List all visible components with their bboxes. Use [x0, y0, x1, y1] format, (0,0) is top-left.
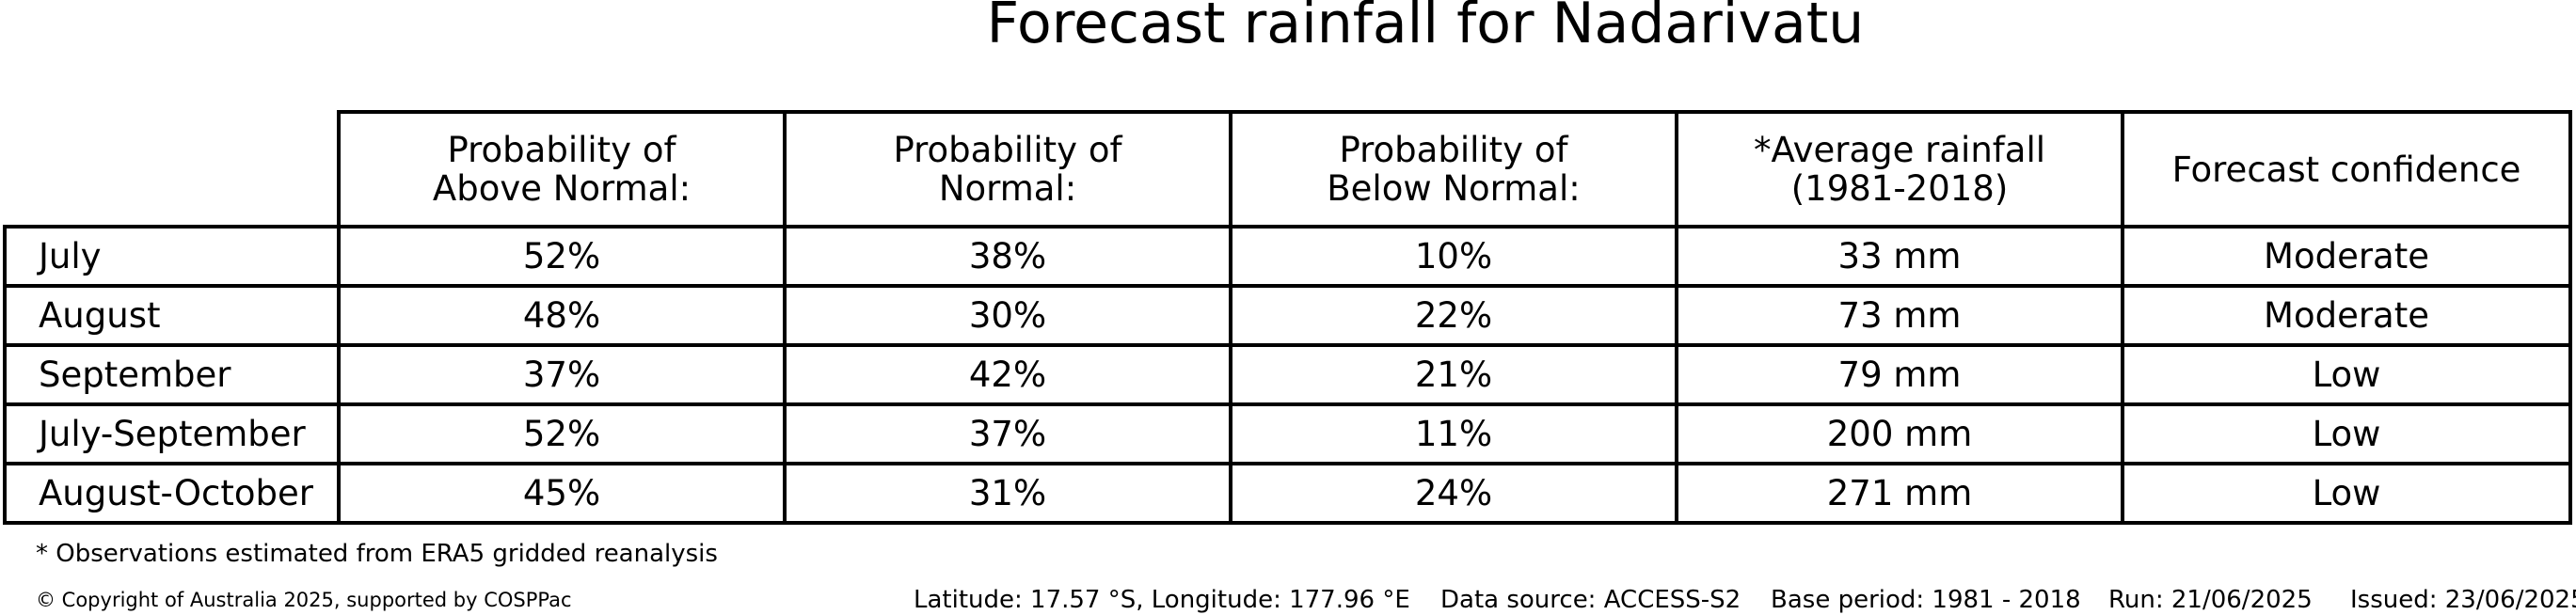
cell-confidence: Moderate: [2121, 225, 2572, 288]
base-period: Base period: 1981 - 2018: [1771, 586, 2081, 614]
header-average-rainfall-line1: *Average rainfall: [1753, 130, 2046, 170]
header-prob-above: Probability of Above Normal:: [337, 110, 787, 229]
cell-average-rainfall: 33 mm: [1675, 225, 2124, 288]
cell-prob-normal: 38%: [783, 225, 1232, 288]
header-forecast-confidence-line1: Forecast confidence: [2171, 149, 2521, 190]
header-average-rainfall: *Average rainfall (1981-2018): [1675, 110, 2124, 229]
table-row: July-September 52% 37% 11% 200 mm Low: [3, 402, 2572, 465]
header-average-rainfall-line2: (1981-2018): [1790, 168, 2009, 209]
page-title: Forecast rainfall for Nadarivatu: [986, 0, 1865, 56]
cell-prob-normal: 31%: [783, 462, 1232, 525]
row-period: August-October: [3, 462, 341, 525]
cell-prob-above: 52%: [337, 225, 787, 288]
cell-prob-above: 52%: [337, 402, 787, 465]
cell-confidence: Low: [2121, 402, 2572, 465]
cell-prob-normal: 30%: [783, 284, 1232, 347]
header-forecast-confidence: Forecast confidence: [2121, 110, 2572, 229]
table-row: August-October 45% 31% 24% 271 mm Low: [3, 462, 2572, 525]
table-row: July 52% 38% 10% 33 mm Moderate: [3, 225, 2572, 288]
table-row: September 37% 42% 21% 79 mm Low: [3, 343, 2572, 406]
header-prob-above-line1: Probability of: [447, 130, 676, 170]
header-prob-normal: Probability of Normal:: [783, 110, 1232, 229]
header-prob-normal-line1: Probability of: [893, 130, 1122, 170]
footnote: * Observations estimated from ERA5 gridd…: [36, 540, 718, 568]
cell-prob-below: 24%: [1229, 462, 1678, 525]
cell-prob-above: 45%: [337, 462, 787, 525]
cell-prob-below: 10%: [1229, 225, 1678, 288]
header-prob-below: Probability of Below Normal:: [1229, 110, 1678, 229]
header-prob-normal-line2: Normal:: [938, 168, 1077, 209]
copyright-notice: © Copyright of Australia 2025, supported…: [36, 589, 572, 611]
table-corner-cell: [5, 112, 341, 229]
cell-prob-normal: 37%: [783, 402, 1232, 465]
cell-prob-normal: 42%: [783, 343, 1232, 406]
cell-confidence: Moderate: [2121, 284, 2572, 347]
cell-average-rainfall: 79 mm: [1675, 343, 2124, 406]
cell-confidence: Low: [2121, 462, 2572, 525]
table-header-row: Probability of Above Normal: Probability…: [5, 110, 2572, 229]
run-date: Run: 21/06/2025: [2108, 586, 2313, 614]
cell-prob-below: 22%: [1229, 284, 1678, 347]
cell-average-rainfall: 73 mm: [1675, 284, 2124, 347]
row-period: July: [3, 225, 341, 288]
table-row: August 48% 30% 22% 73 mm Moderate: [3, 284, 2572, 347]
row-period: July-September: [3, 402, 341, 465]
header-prob-above-line2: Above Normal:: [432, 168, 692, 209]
forecast-table: Probability of Above Normal: Probability…: [3, 110, 2572, 525]
cell-average-rainfall: 271 mm: [1675, 462, 2124, 525]
cell-prob-above: 48%: [337, 284, 787, 347]
cell-average-rainfall: 200 mm: [1675, 402, 2124, 465]
data-source: Data source: ACCESS-S2: [1440, 586, 1741, 614]
row-period: September: [3, 343, 341, 406]
cell-confidence: Low: [2121, 343, 2572, 406]
cell-prob-above: 37%: [337, 343, 787, 406]
location-coordinates: Latitude: 17.57 °S, Longitude: 177.96 °E: [914, 586, 1410, 614]
cell-prob-below: 11%: [1229, 402, 1678, 465]
issued-date: Issued: 23/06/2025: [2350, 586, 2576, 614]
header-prob-below-line2: Below Normal:: [1327, 168, 1581, 209]
cell-prob-below: 21%: [1229, 343, 1678, 406]
row-period: August: [3, 284, 341, 347]
header-prob-below-line1: Probability of: [1339, 130, 1568, 170]
